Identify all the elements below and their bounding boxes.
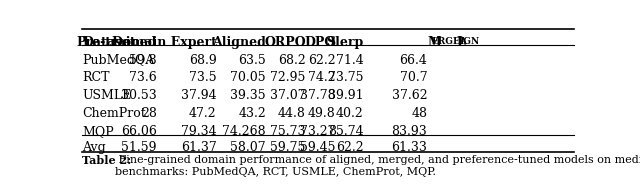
Text: MQP: MQP — [83, 125, 114, 138]
Text: DPO: DPO — [304, 36, 335, 49]
Text: 79.34: 79.34 — [180, 125, 216, 138]
Text: Avg: Avg — [83, 141, 106, 154]
Text: 74.2: 74.2 — [308, 71, 335, 84]
Text: 85.74: 85.74 — [328, 125, 364, 138]
Text: 75.73: 75.73 — [270, 125, 306, 138]
Text: 51.59: 51.59 — [122, 141, 157, 154]
Text: 37.94: 37.94 — [180, 89, 216, 102]
Text: M: M — [428, 36, 441, 49]
Text: 40.2: 40.2 — [336, 107, 364, 120]
Text: 59.45: 59.45 — [300, 141, 335, 154]
Text: 66.4: 66.4 — [399, 54, 428, 66]
Text: 68.9: 68.9 — [189, 54, 216, 66]
Text: 62.2: 62.2 — [308, 54, 335, 66]
Text: 49.8: 49.8 — [308, 107, 335, 120]
Text: Fine-grained domain performance of aligned, merged, and preference-tuned models : Fine-grained domain performance of align… — [115, 155, 640, 177]
Text: 30.53: 30.53 — [121, 89, 157, 102]
Text: 61.33: 61.33 — [391, 141, 428, 154]
Text: 70.05: 70.05 — [230, 71, 266, 84]
Text: 37.78: 37.78 — [300, 89, 335, 102]
Text: Pre-trained: Pre-trained — [77, 36, 157, 49]
Text: IGN: IGN — [460, 37, 480, 46]
Text: 43.2: 43.2 — [238, 107, 266, 120]
Text: 48: 48 — [412, 107, 428, 120]
Text: Aligned: Aligned — [212, 36, 266, 49]
Text: ORPO: ORPO — [264, 36, 306, 49]
Text: 61.37: 61.37 — [180, 141, 216, 154]
Text: 73.5: 73.5 — [189, 71, 216, 84]
Text: 58.07: 58.07 — [230, 141, 266, 154]
Text: L: L — [456, 36, 465, 49]
Text: 37.62: 37.62 — [392, 89, 428, 102]
Text: 39.35: 39.35 — [230, 89, 266, 102]
Text: 68.2: 68.2 — [278, 54, 306, 66]
Text: 59.8: 59.8 — [129, 54, 157, 66]
Text: 73.6: 73.6 — [129, 71, 157, 84]
Text: Dataset: Dataset — [83, 36, 136, 49]
Text: Slerp: Slerp — [326, 36, 364, 49]
Text: PubMedQA: PubMedQA — [83, 54, 155, 66]
Text: ERGEA: ERGEA — [431, 37, 467, 46]
Text: 63.5: 63.5 — [238, 54, 266, 66]
Text: 83.93: 83.93 — [392, 125, 428, 138]
Text: 37.07: 37.07 — [270, 89, 306, 102]
Text: 39.91: 39.91 — [328, 89, 364, 102]
Text: USMLE: USMLE — [83, 89, 132, 102]
Text: Domain Expert: Domain Expert — [111, 36, 216, 49]
Text: 73.75: 73.75 — [328, 71, 364, 84]
Text: 73.27: 73.27 — [300, 125, 335, 138]
Text: 72.95: 72.95 — [270, 71, 306, 84]
Text: 70.7: 70.7 — [399, 71, 428, 84]
Text: 62.2: 62.2 — [336, 141, 364, 154]
Text: 74.268: 74.268 — [222, 125, 266, 138]
Text: 44.8: 44.8 — [278, 107, 306, 120]
Text: RCT: RCT — [83, 71, 110, 84]
Text: 66.06: 66.06 — [121, 125, 157, 138]
Text: Table 2:: Table 2: — [83, 155, 132, 166]
Text: 47.2: 47.2 — [189, 107, 216, 120]
Text: ChemProt: ChemProt — [83, 107, 146, 120]
Text: 28: 28 — [141, 107, 157, 120]
Text: 59.75: 59.75 — [270, 141, 306, 154]
Text: 71.4: 71.4 — [336, 54, 364, 66]
